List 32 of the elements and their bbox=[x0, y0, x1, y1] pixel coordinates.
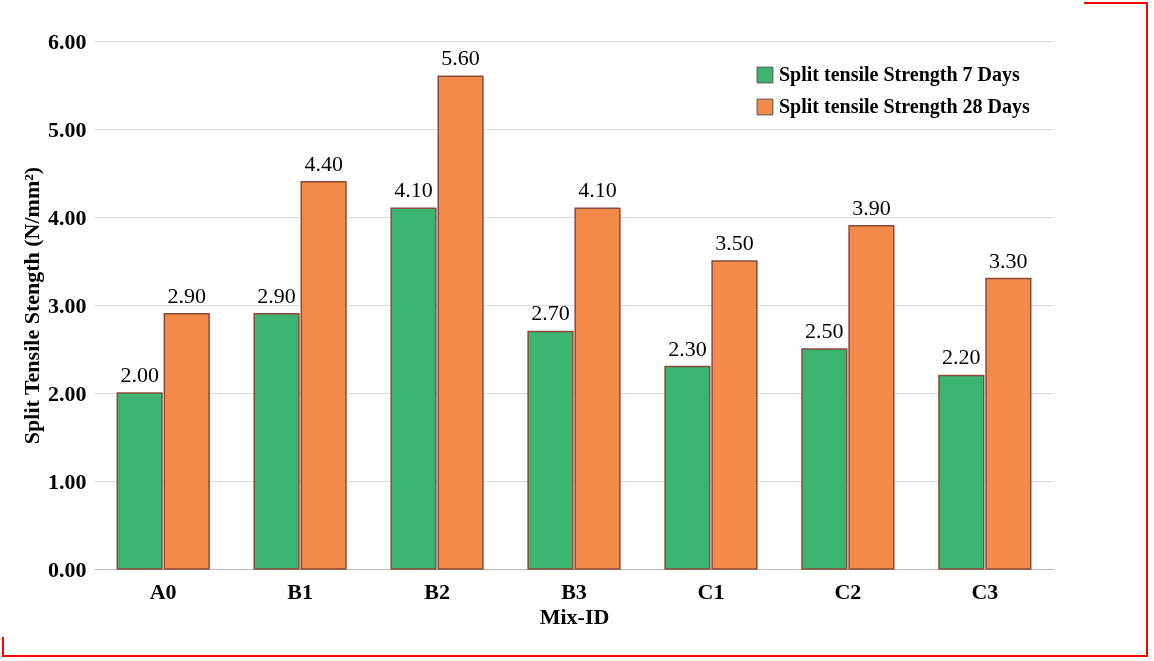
data-label: 2.90 bbox=[257, 282, 296, 308]
y-tick-label: 2.00 bbox=[48, 380, 87, 406]
data-label: 3.50 bbox=[715, 230, 754, 255]
y-tick-label: 5.00 bbox=[48, 116, 87, 142]
data-label: 3.90 bbox=[852, 194, 891, 220]
legend-label: Split tensile Strength 7 Days bbox=[779, 63, 1020, 86]
data-label: 4.10 bbox=[578, 177, 617, 203]
data-label: 5.60 bbox=[441, 45, 480, 71]
data-label: 2.70 bbox=[531, 300, 570, 326]
data-label: 2.20 bbox=[942, 344, 981, 370]
data-label: 2.00 bbox=[120, 362, 159, 387]
data-label: 4.40 bbox=[304, 150, 343, 176]
y-tick-label: 1.00 bbox=[48, 468, 87, 494]
y-tick-label: 4.00 bbox=[48, 204, 87, 230]
y-tick-label: 0.00 bbox=[48, 556, 87, 582]
data-label: 2.30 bbox=[668, 335, 707, 361]
x-tick-label: B2 bbox=[424, 578, 450, 604]
x-tick-label: A0 bbox=[149, 578, 177, 604]
legend-label: Split tensile Strength 28 Days bbox=[779, 95, 1030, 118]
y-tick-label: 6.00 bbox=[48, 28, 87, 54]
x-axis-title: Mix-ID bbox=[539, 603, 610, 629]
data-label: 2.50 bbox=[805, 318, 844, 343]
y-axis-title: Split Tensile Stength (N/mm²) bbox=[19, 166, 44, 445]
x-tick-label: B1 bbox=[287, 578, 313, 604]
x-tick-label: C1 bbox=[697, 578, 725, 604]
data-label: 4.10 bbox=[394, 177, 433, 203]
x-tick-label: C3 bbox=[971, 578, 999, 604]
y-tick-label: 3.00 bbox=[48, 292, 87, 318]
data-label: 2.90 bbox=[167, 282, 206, 308]
data-label: 3.30 bbox=[989, 247, 1028, 273]
x-tick-label: C2 bbox=[834, 578, 862, 604]
x-tick-label: B3 bbox=[561, 578, 587, 604]
